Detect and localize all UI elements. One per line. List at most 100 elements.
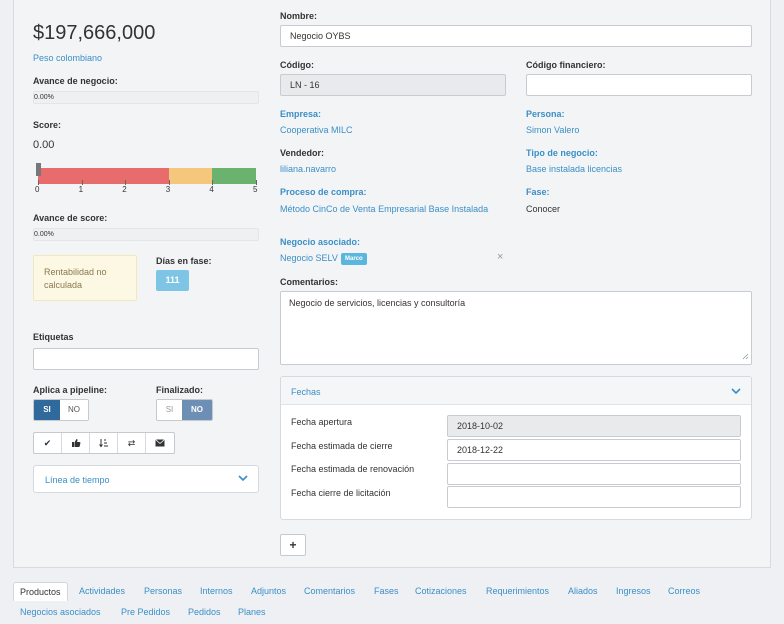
- proceso-compra-link[interactable]: Método CinCo de Venta Empresarial Base I…: [280, 204, 489, 214]
- score-bar-green: [212, 168, 256, 184]
- vendedor-link[interactable]: liliana.navarro: [280, 164, 337, 174]
- linea-tiempo-accordion[interactable]: Línea de tiempo: [33, 465, 259, 493]
- rentabilidad-text: Rentabilidad no calculada: [44, 267, 107, 290]
- finalizado-no-button[interactable]: NO: [182, 400, 212, 420]
- score-tick-mark: [38, 180, 39, 185]
- tab-comentarios[interactable]: Comentarios: [304, 586, 356, 596]
- fecha-cierre-input[interactable]: 2018-12-22: [447, 439, 741, 461]
- avance-score-progress: 0.00%: [33, 228, 259, 241]
- envelope-icon[interactable]: [146, 433, 174, 453]
- score-value: 0.00: [33, 139, 55, 151]
- thumbs-up-icon[interactable]: [62, 433, 90, 453]
- score-tick-label: 0: [35, 185, 40, 194]
- tab-correos[interactable]: Correos: [668, 586, 701, 596]
- avance-negocio-progress: 0.00%: [33, 91, 259, 104]
- finalizado-toggle: SI NO: [156, 399, 213, 421]
- tab-internos[interactable]: Internos: [200, 586, 233, 596]
- pipeline-toggle: SI NO: [33, 399, 89, 421]
- score-bar-yellow: [169, 168, 212, 184]
- etiquetas-input[interactable]: [33, 348, 259, 370]
- tab-productos[interactable]: Productos: [13, 582, 68, 601]
- score-tick-mark: [81, 180, 83, 185]
- score-tick-mark: [256, 180, 257, 185]
- comentarios-text: Negocio de servicios, licencias y consul…: [289, 298, 466, 308]
- tab-aliados[interactable]: Aliados: [568, 586, 598, 596]
- fechas-header[interactable]: Fechas: [281, 377, 751, 405]
- proceso-compra-label: Proceso de compra:: [280, 187, 367, 197]
- pipeline-no-button[interactable]: NO: [60, 400, 88, 420]
- fecha-apertura-label: Fecha apertura: [291, 417, 353, 427]
- tab-actividades[interactable]: Actividades: [79, 586, 126, 596]
- score-tick-label: 2: [122, 185, 127, 194]
- fechas-title: Fechas: [291, 387, 321, 397]
- score-marker: [36, 163, 41, 176]
- add-button[interactable]: +: [280, 534, 306, 556]
- empresa-label: Empresa:: [280, 109, 322, 119]
- finalizado-si-button[interactable]: SI: [157, 400, 182, 420]
- tab-pre-pedidos[interactable]: Pre Pedidos: [121, 607, 171, 617]
- remove-asociado-icon[interactable]: ×: [497, 251, 504, 263]
- avance-negocio-label: Avance de negocio:: [33, 76, 118, 86]
- codigo-label: Código:: [280, 60, 314, 70]
- tab-fases[interactable]: Fases: [374, 586, 399, 596]
- comentarios-label: Comentarios:: [280, 277, 339, 287]
- fecha-licitacion-input[interactable]: [447, 486, 741, 508]
- avance-score-label: Avance de score:: [33, 213, 108, 223]
- tab-personas[interactable]: Personas: [144, 586, 183, 596]
- tipo-negocio-label: Tipo de negocio:: [526, 148, 598, 158]
- nombre-label: Nombre:: [280, 11, 318, 21]
- tab-planes[interactable]: Planes: [238, 607, 266, 617]
- marco-badge: Marco: [341, 253, 367, 265]
- chevron-down-icon: [238, 474, 248, 484]
- fecha-licitacion-label: Fecha cierre de licitación: [291, 488, 391, 498]
- score-tick-label: 1: [78, 185, 84, 194]
- etiquetas-label: Etiquetas: [33, 332, 74, 342]
- resize-handle-icon[interactable]: [742, 352, 749, 362]
- codigo-input: LN - 16: [280, 74, 506, 96]
- tab-adjuntos[interactable]: Adjuntos: [251, 586, 287, 596]
- action-toolbar: ✔ ⇄: [33, 432, 175, 454]
- exchange-icon[interactable]: ⇄: [118, 433, 146, 453]
- sort-icon[interactable]: [90, 433, 118, 453]
- fecha-renovacion-input[interactable]: [447, 463, 741, 485]
- score-bar-red: [38, 168, 169, 184]
- currency-label: Peso colombiano: [33, 53, 103, 63]
- tipo-negocio-link[interactable]: Base instalada licencias: [526, 164, 623, 174]
- dias-badge: 111: [156, 270, 189, 291]
- nombre-input[interactable]: Negocio OYBS: [280, 25, 752, 47]
- fase-value: Conocer: [526, 204, 561, 214]
- fase-label: Fase:: [526, 187, 550, 197]
- pipeline-si-button[interactable]: SI: [34, 400, 60, 420]
- fecha-renovacion-label: Fecha estimada de renovación: [291, 464, 415, 474]
- persona-label: Persona:: [526, 109, 565, 119]
- tab-negocios-asociados[interactable]: Negocios asociados: [20, 607, 101, 617]
- score-tick-mark: [125, 180, 127, 185]
- codigo-financiero-label: Código financiero:: [526, 60, 606, 70]
- fecha-cierre-label: Fecha estimada de cierre: [291, 441, 393, 451]
- tab-pedidos[interactable]: Pedidos: [188, 607, 221, 617]
- tab-ingresos[interactable]: Ingresos: [616, 586, 651, 596]
- avance-score-value: 0.00%: [34, 231, 54, 238]
- score-tick-label: 4: [209, 185, 214, 194]
- linea-tiempo-label: Línea de tiempo: [45, 475, 110, 485]
- fechas-panel: Fechas Fecha apertura 2018-10-02 Fecha e…: [280, 376, 752, 520]
- tab-cotizaciones[interactable]: Cotizaciones: [415, 586, 467, 596]
- score-label: Score:: [33, 120, 62, 130]
- deal-amount: $197,666,000: [33, 22, 156, 44]
- rentabilidad-box: Rentabilidad no calculada: [33, 255, 137, 301]
- finalizado-label: Finalizado:: [156, 385, 203, 395]
- dias-label: Días en fase:: [156, 256, 212, 266]
- score-tick-mark: [212, 180, 214, 185]
- chevron-down-icon: [731, 387, 741, 397]
- codigo-financiero-input[interactable]: [526, 74, 752, 96]
- comentarios-textarea[interactable]: Negocio de servicios, licencias y consul…: [280, 291, 752, 365]
- negocio-asociado-link[interactable]: Negocio SELV: [280, 253, 338, 263]
- vendedor-label: Vendedor:: [280, 148, 325, 158]
- score-tick-label: 5: [253, 185, 258, 194]
- persona-link[interactable]: Simon Valero: [526, 125, 580, 135]
- check-icon[interactable]: ✔: [34, 433, 62, 453]
- tab-requerimientos[interactable]: Requerimientos: [486, 586, 550, 596]
- empresa-link[interactable]: Cooperativa MILC: [280, 125, 353, 135]
- negocio-asociado-label: Negocio asociado:: [280, 237, 361, 247]
- avance-negocio-value: 0.00%: [34, 94, 54, 101]
